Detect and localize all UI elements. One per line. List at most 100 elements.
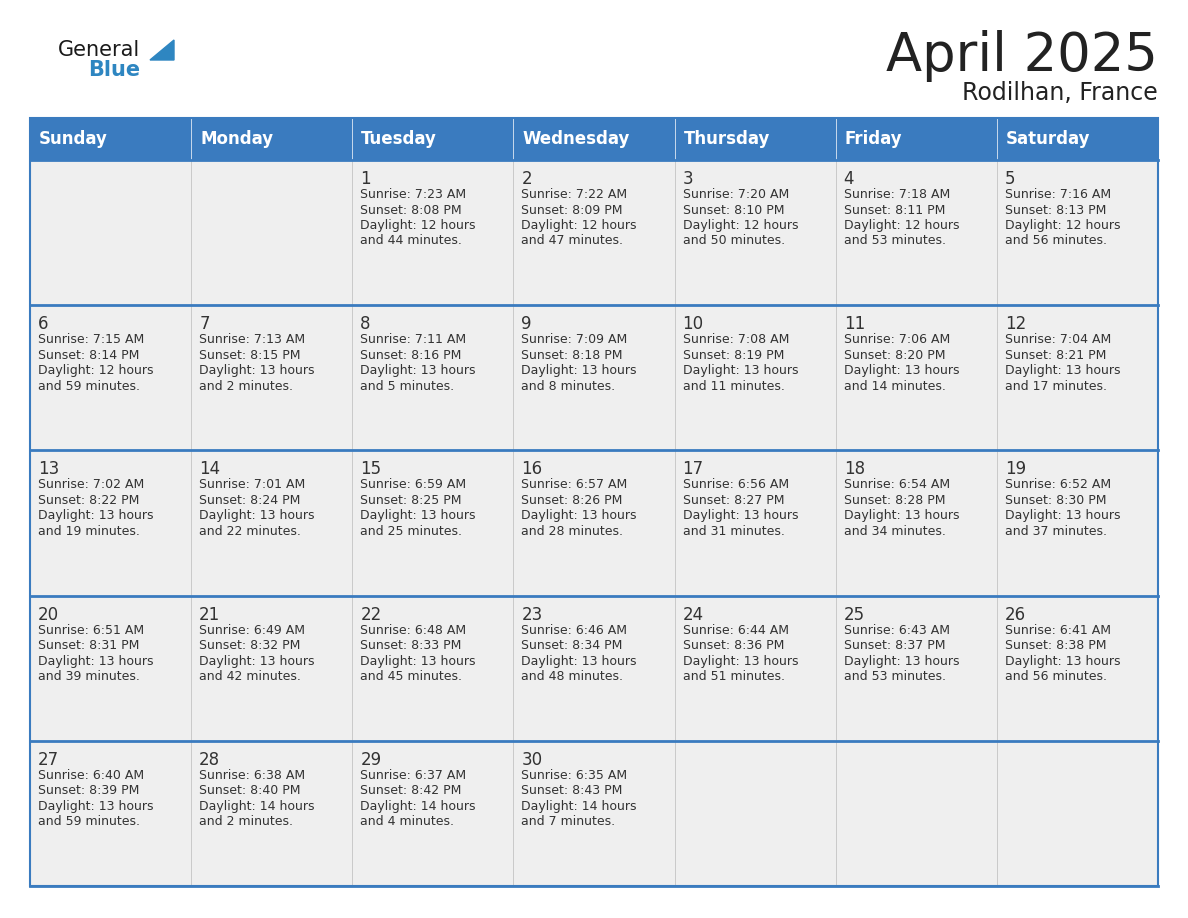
Bar bbox=[675, 741, 835, 886]
Bar bbox=[835, 305, 997, 451]
Text: and 7 minutes.: and 7 minutes. bbox=[522, 815, 615, 828]
Text: 18: 18 bbox=[843, 461, 865, 478]
Text: Sunrise: 7:06 AM: Sunrise: 7:06 AM bbox=[843, 333, 950, 346]
Text: Sunrise: 6:54 AM: Sunrise: 6:54 AM bbox=[843, 478, 950, 491]
Bar bbox=[997, 305, 1158, 451]
Polygon shape bbox=[150, 40, 173, 60]
Text: Daylight: 13 hours: Daylight: 13 hours bbox=[683, 364, 798, 377]
Bar bbox=[353, 741, 513, 886]
Text: Sunset: 8:31 PM: Sunset: 8:31 PM bbox=[38, 639, 139, 652]
Text: and 56 minutes.: and 56 minutes. bbox=[1005, 234, 1107, 248]
Text: Daylight: 13 hours: Daylight: 13 hours bbox=[522, 655, 637, 667]
Text: 29: 29 bbox=[360, 751, 381, 768]
Text: Thursday: Thursday bbox=[683, 130, 770, 148]
Text: Sunrise: 6:41 AM: Sunrise: 6:41 AM bbox=[1005, 623, 1111, 636]
Text: and 59 minutes.: and 59 minutes. bbox=[38, 815, 140, 828]
Bar bbox=[997, 451, 1158, 596]
Text: Sunrise: 7:16 AM: Sunrise: 7:16 AM bbox=[1005, 188, 1111, 201]
Text: Daylight: 12 hours: Daylight: 12 hours bbox=[1005, 219, 1120, 232]
Text: Wednesday: Wednesday bbox=[523, 130, 630, 148]
Text: 21: 21 bbox=[200, 606, 221, 623]
Text: 9: 9 bbox=[522, 315, 532, 333]
Text: Sunset: 8:11 PM: Sunset: 8:11 PM bbox=[843, 204, 946, 217]
Text: Daylight: 12 hours: Daylight: 12 hours bbox=[843, 219, 959, 232]
Text: Sunrise: 6:56 AM: Sunrise: 6:56 AM bbox=[683, 478, 789, 491]
Text: Monday: Monday bbox=[200, 130, 273, 148]
Text: 6: 6 bbox=[38, 315, 49, 333]
Bar bbox=[997, 118, 1158, 160]
Text: Friday: Friday bbox=[845, 130, 903, 148]
Text: Sunset: 8:27 PM: Sunset: 8:27 PM bbox=[683, 494, 784, 507]
Bar bbox=[30, 118, 1158, 886]
Text: 12: 12 bbox=[1005, 315, 1026, 333]
Text: Daylight: 13 hours: Daylight: 13 hours bbox=[522, 364, 637, 377]
Bar bbox=[675, 160, 835, 305]
Text: Sunset: 8:21 PM: Sunset: 8:21 PM bbox=[1005, 349, 1106, 362]
Text: Sunrise: 6:37 AM: Sunrise: 6:37 AM bbox=[360, 768, 467, 782]
Text: and 4 minutes.: and 4 minutes. bbox=[360, 815, 454, 828]
Text: Daylight: 13 hours: Daylight: 13 hours bbox=[843, 364, 959, 377]
Text: and 11 minutes.: and 11 minutes. bbox=[683, 380, 784, 393]
Bar bbox=[513, 741, 675, 886]
Text: Sunset: 8:25 PM: Sunset: 8:25 PM bbox=[360, 494, 462, 507]
Text: Sunrise: 6:52 AM: Sunrise: 6:52 AM bbox=[1005, 478, 1111, 491]
Bar bbox=[353, 596, 513, 741]
Bar bbox=[353, 118, 513, 160]
Text: Sunset: 8:40 PM: Sunset: 8:40 PM bbox=[200, 784, 301, 798]
Text: Sunrise: 7:08 AM: Sunrise: 7:08 AM bbox=[683, 333, 789, 346]
Text: Daylight: 13 hours: Daylight: 13 hours bbox=[360, 655, 475, 667]
Text: Sunrise: 6:38 AM: Sunrise: 6:38 AM bbox=[200, 768, 305, 782]
Text: Sunset: 8:39 PM: Sunset: 8:39 PM bbox=[38, 784, 139, 798]
Text: Sunrise: 7:13 AM: Sunrise: 7:13 AM bbox=[200, 333, 305, 346]
Text: Sunrise: 7:04 AM: Sunrise: 7:04 AM bbox=[1005, 333, 1111, 346]
Text: Sunset: 8:36 PM: Sunset: 8:36 PM bbox=[683, 639, 784, 652]
Text: and 42 minutes.: and 42 minutes. bbox=[200, 670, 301, 683]
Text: 24: 24 bbox=[683, 606, 703, 623]
Bar bbox=[353, 451, 513, 596]
Text: Sunrise: 6:59 AM: Sunrise: 6:59 AM bbox=[360, 478, 467, 491]
Bar bbox=[191, 118, 353, 160]
Text: Daylight: 14 hours: Daylight: 14 hours bbox=[360, 800, 475, 812]
Bar bbox=[30, 741, 191, 886]
Text: Sunset: 8:15 PM: Sunset: 8:15 PM bbox=[200, 349, 301, 362]
Bar bbox=[835, 451, 997, 596]
Text: Daylight: 13 hours: Daylight: 13 hours bbox=[200, 655, 315, 667]
Text: Sunset: 8:13 PM: Sunset: 8:13 PM bbox=[1005, 204, 1106, 217]
Text: Daylight: 12 hours: Daylight: 12 hours bbox=[38, 364, 153, 377]
Text: Sunset: 8:37 PM: Sunset: 8:37 PM bbox=[843, 639, 946, 652]
Text: and 17 minutes.: and 17 minutes. bbox=[1005, 380, 1107, 393]
Text: and 37 minutes.: and 37 minutes. bbox=[1005, 525, 1107, 538]
Text: 26: 26 bbox=[1005, 606, 1026, 623]
Text: Sunset: 8:19 PM: Sunset: 8:19 PM bbox=[683, 349, 784, 362]
Text: Daylight: 14 hours: Daylight: 14 hours bbox=[200, 800, 315, 812]
Bar bbox=[513, 160, 675, 305]
Bar bbox=[997, 741, 1158, 886]
Text: Daylight: 13 hours: Daylight: 13 hours bbox=[360, 364, 475, 377]
Bar bbox=[675, 451, 835, 596]
Bar bbox=[191, 451, 353, 596]
Text: Sunset: 8:30 PM: Sunset: 8:30 PM bbox=[1005, 494, 1106, 507]
Text: Daylight: 13 hours: Daylight: 13 hours bbox=[200, 509, 315, 522]
Text: Sunrise: 6:51 AM: Sunrise: 6:51 AM bbox=[38, 623, 144, 636]
Text: 23: 23 bbox=[522, 606, 543, 623]
Text: Sunset: 8:26 PM: Sunset: 8:26 PM bbox=[522, 494, 623, 507]
Bar bbox=[675, 118, 835, 160]
Text: Sunrise: 6:35 AM: Sunrise: 6:35 AM bbox=[522, 768, 627, 782]
Bar bbox=[30, 118, 191, 160]
Bar bbox=[191, 160, 353, 305]
Text: 2: 2 bbox=[522, 170, 532, 188]
Text: and 8 minutes.: and 8 minutes. bbox=[522, 380, 615, 393]
Bar bbox=[835, 596, 997, 741]
Bar bbox=[835, 741, 997, 886]
Text: Sunset: 8:32 PM: Sunset: 8:32 PM bbox=[200, 639, 301, 652]
Text: and 53 minutes.: and 53 minutes. bbox=[843, 234, 946, 248]
Text: Daylight: 13 hours: Daylight: 13 hours bbox=[1005, 509, 1120, 522]
Text: Sunrise: 6:43 AM: Sunrise: 6:43 AM bbox=[843, 623, 949, 636]
Text: and 2 minutes.: and 2 minutes. bbox=[200, 380, 293, 393]
Bar bbox=[191, 596, 353, 741]
Text: 28: 28 bbox=[200, 751, 220, 768]
Text: 10: 10 bbox=[683, 315, 703, 333]
Text: Daylight: 13 hours: Daylight: 13 hours bbox=[360, 509, 475, 522]
Text: 1: 1 bbox=[360, 170, 371, 188]
Text: Sunset: 8:34 PM: Sunset: 8:34 PM bbox=[522, 639, 623, 652]
